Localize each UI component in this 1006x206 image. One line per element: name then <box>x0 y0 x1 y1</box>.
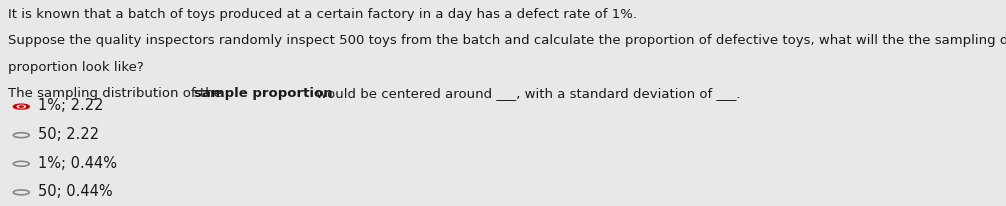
Text: The sampling distribution of the: The sampling distribution of the <box>8 87 226 100</box>
Text: would be centered around ___, with a standard deviation of ___.: would be centered around ___, with a sta… <box>312 87 740 100</box>
Text: 1%; 2.22: 1%; 2.22 <box>38 98 104 113</box>
Text: Suppose the quality inspectors randomly inspect 500 toys from the batch and calc: Suppose the quality inspectors randomly … <box>8 34 1006 47</box>
Text: sample proportion: sample proportion <box>194 87 332 100</box>
Text: proportion look like?: proportion look like? <box>8 60 144 73</box>
Circle shape <box>19 107 23 108</box>
Text: 50; 2.22: 50; 2.22 <box>38 126 99 141</box>
Circle shape <box>17 106 25 108</box>
Text: 50; 0.44%: 50; 0.44% <box>38 183 113 198</box>
Text: It is known that a batch of toys produced at a certain factory in a day has a de: It is known that a batch of toys produce… <box>8 7 637 20</box>
Circle shape <box>13 105 29 110</box>
Text: 1%; 0.44%: 1%; 0.44% <box>38 155 117 170</box>
